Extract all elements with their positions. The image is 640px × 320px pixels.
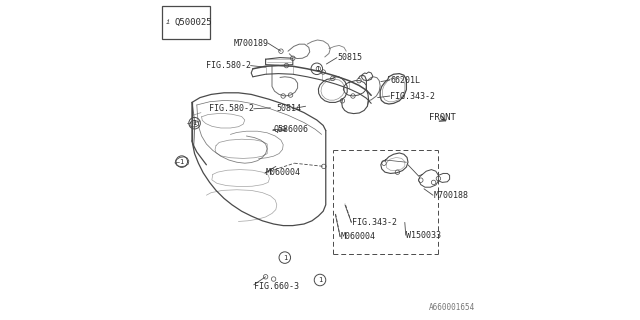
Text: 66201L: 66201L bbox=[390, 76, 420, 84]
Text: Q500025: Q500025 bbox=[175, 18, 212, 27]
Text: FIG.580-2: FIG.580-2 bbox=[206, 61, 251, 70]
Text: FIG.343-2: FIG.343-2 bbox=[390, 92, 435, 100]
Text: M700188: M700188 bbox=[434, 191, 468, 200]
Text: i: i bbox=[166, 20, 170, 25]
Text: W150033: W150033 bbox=[406, 231, 442, 240]
Text: FIG.343-2: FIG.343-2 bbox=[352, 218, 397, 227]
Text: 1: 1 bbox=[180, 159, 184, 164]
Text: A660001654: A660001654 bbox=[429, 303, 475, 312]
Text: 1: 1 bbox=[318, 277, 322, 283]
Text: FRONT: FRONT bbox=[429, 113, 456, 122]
Text: 50814: 50814 bbox=[277, 104, 302, 113]
Text: 1: 1 bbox=[315, 66, 319, 72]
Text: 1: 1 bbox=[193, 120, 196, 126]
Text: M060004: M060004 bbox=[266, 168, 301, 177]
Text: 50815: 50815 bbox=[338, 53, 363, 62]
Text: M060004: M060004 bbox=[340, 232, 376, 241]
Text: 1: 1 bbox=[283, 255, 287, 260]
Text: FIG.660-3: FIG.660-3 bbox=[254, 282, 300, 291]
FancyBboxPatch shape bbox=[162, 6, 210, 39]
Text: M700189: M700189 bbox=[234, 39, 269, 48]
Text: Q586006: Q586006 bbox=[274, 125, 308, 134]
Text: FIG.580-2: FIG.580-2 bbox=[209, 104, 254, 113]
